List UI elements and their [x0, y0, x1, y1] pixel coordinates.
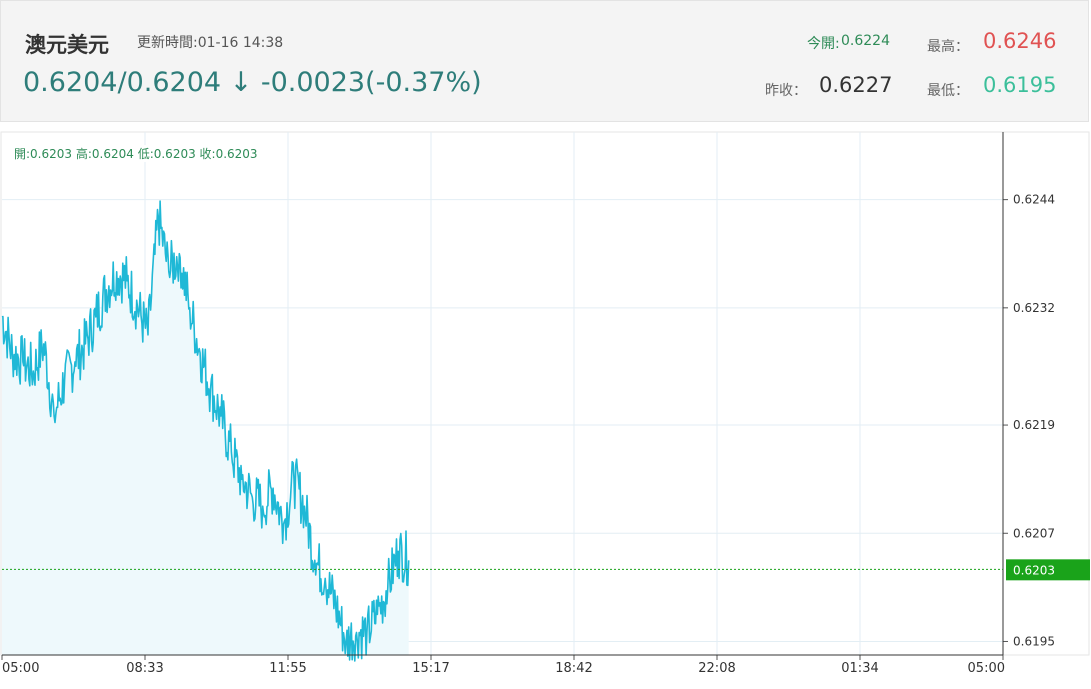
current-quote: 0.6204/0.6204 ↓ -0.0023(-0.37%)	[23, 67, 482, 98]
y-tick-label: 0.6219	[1013, 418, 1055, 432]
y-tick-label: 0.6232	[1013, 301, 1055, 315]
x-tick-label: 05:00	[2, 661, 39, 676]
x-tick-label: 22:08	[698, 661, 735, 676]
high-label: 最高：	[927, 39, 969, 55]
open-label: 今開:	[807, 36, 840, 52]
prev-close-label: 昨收：	[765, 83, 807, 99]
axes: 05:00 08:33 11:55 15:17 18:42 22:08 01:34 05:00…	[1, 132, 1090, 676]
x-tick-label: 18:42	[555, 661, 592, 676]
instrument-title: 澳元美元	[25, 33, 109, 57]
x-tick-label: 08:33	[126, 661, 163, 676]
x-tick-label: 15:17	[412, 661, 449, 676]
low-label: 最低：	[927, 83, 969, 99]
high-value: 0.6246	[983, 29, 1057, 53]
y-tick-label: 0.6244	[1013, 193, 1055, 207]
current-price-tag	[1006, 559, 1090, 581]
open-value: 0.6224	[841, 33, 890, 49]
y-tick-label: 0.6195	[1013, 634, 1055, 648]
x-tick-label: 01:34	[841, 661, 878, 676]
low-value: 0.6195	[983, 73, 1057, 97]
x-tick-label: 05:00	[968, 661, 1005, 676]
y-tick-label: 0.6207	[1013, 526, 1055, 540]
update-time: 更新時間:01-16 14:38	[137, 35, 284, 51]
x-tick-label: 11:55	[269, 661, 306, 676]
ohlc-readout: 開:0.6203 高:0.6204 低:0.6203 收:0.6203	[10, 145, 262, 162]
quote-header: 澳元美元 更新時間:01-16 14:38 0.6204/0.6204 ↓ -0…	[0, 0, 1089, 122]
prev-close-value: 0.6227	[819, 73, 893, 97]
intraday-chart[interactable]: 05:00 08:33 11:55 15:17 18:42 22:08 01:34 05:00…	[0, 130, 1091, 689]
current-price-label: 0.6203	[1013, 563, 1055, 577]
price-area	[2, 201, 409, 661]
price-line	[1, 200, 410, 662]
